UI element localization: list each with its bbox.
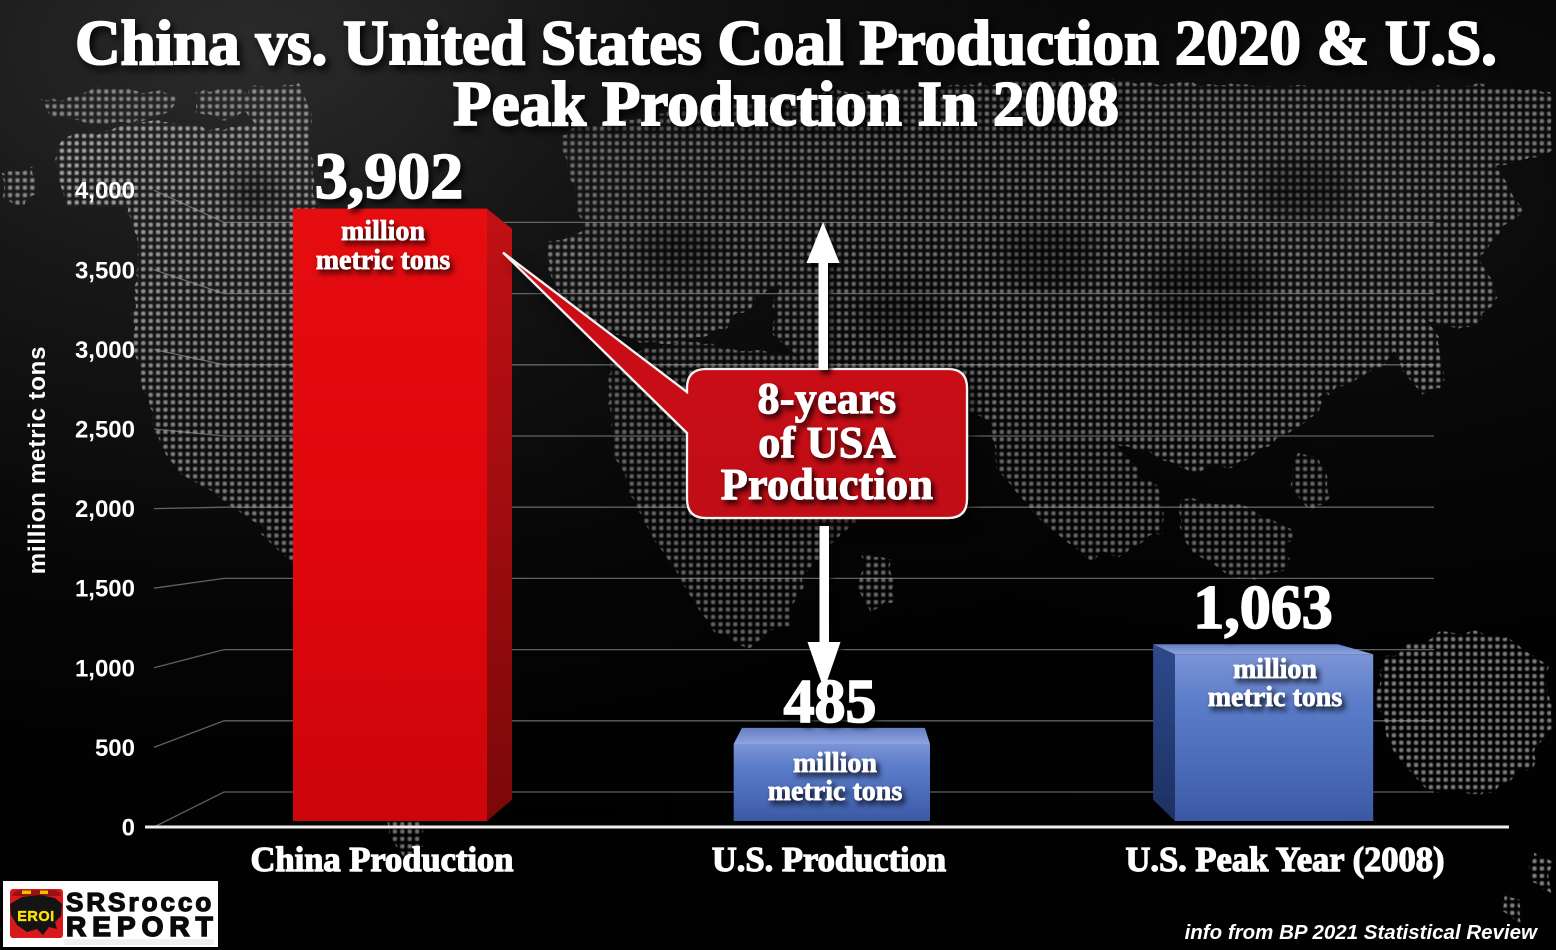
- svg-text:U.S. Peak Year (2008): U.S. Peak Year (2008): [1125, 841, 1444, 879]
- svg-text:4,000: 4,000: [75, 178, 135, 205]
- svg-text:2,000: 2,000: [75, 496, 135, 523]
- svg-text:China Production: China Production: [251, 841, 514, 879]
- svg-text:1,000: 1,000: [75, 655, 135, 682]
- svg-text:metric tons: metric tons: [316, 245, 451, 276]
- svg-text:485: 485: [784, 668, 877, 736]
- svg-text:8-years: 8-years: [758, 374, 897, 423]
- svg-text:2,500: 2,500: [75, 417, 135, 444]
- svg-text:SRSrocco: SRSrocco: [66, 887, 214, 917]
- svg-text:million metric tons: million metric tons: [24, 346, 51, 575]
- svg-text:0: 0: [122, 815, 135, 842]
- svg-text:metric tons: metric tons: [768, 776, 903, 807]
- svg-text:info from BP 2021 Statistical: info from BP 2021 Statistical Review: [1185, 921, 1539, 944]
- svg-text:U.S. Production: U.S. Production: [712, 841, 946, 879]
- svg-text:million: million: [1233, 654, 1317, 685]
- svg-text:EROI: EROI: [17, 909, 54, 925]
- svg-text:China vs. United States Coal P: China vs. United States Coal Production …: [75, 8, 1497, 78]
- svg-text:3,500: 3,500: [75, 257, 135, 284]
- svg-text:3,902: 3,902: [315, 140, 464, 213]
- svg-text:REPORT: REPORT: [66, 911, 219, 942]
- svg-text:of USA: of USA: [758, 418, 895, 467]
- svg-text:metric tons: metric tons: [1208, 682, 1343, 713]
- svg-text:Peak Production In 2008: Peak Production In 2008: [453, 69, 1119, 139]
- svg-text:1,500: 1,500: [75, 576, 135, 603]
- svg-text:Production: Production: [721, 460, 933, 509]
- svg-text:500: 500: [95, 735, 135, 762]
- svg-text:3,000: 3,000: [75, 337, 135, 364]
- svg-text:million: million: [793, 748, 877, 779]
- svg-text:1,063: 1,063: [1193, 574, 1333, 642]
- svg-text:million: million: [341, 216, 425, 247]
